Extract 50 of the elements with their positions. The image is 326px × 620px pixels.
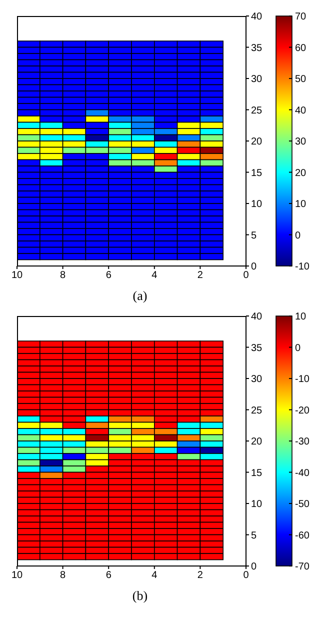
x-tick-label: 2 [197, 270, 204, 282]
y-tick-label: 35 [251, 42, 263, 54]
color-bar-label: -30 [295, 436, 310, 448]
y-tick-label: 40 [251, 12, 263, 23]
x-tick-label: 4 [152, 570, 158, 582]
y-tick-label: 40 [251, 312, 263, 323]
x-tick-label: 8 [60, 270, 66, 282]
y-tick-label: 25 [251, 405, 263, 416]
y-tick-label: 15 [251, 468, 263, 479]
text: (b) [131, 588, 149, 604]
x-tick-label: 6 [106, 270, 112, 282]
y-tick-label: 30 [251, 74, 263, 86]
y-tick-label: 5 [251, 230, 257, 242]
y-tick-label: 30 [251, 374, 263, 386]
y-tick-label: 20 [251, 136, 263, 148]
color-bar-label: 20 [295, 168, 307, 179]
y-tick-label: 0 [251, 562, 257, 573]
color-bar-label: 50 [295, 74, 307, 85]
x-tick-label: 0 [243, 570, 250, 582]
y-tick-label: 10 [251, 499, 263, 510]
x-tick-label: 8 [60, 570, 66, 582]
color-bar-label: -20 [295, 405, 310, 416]
color-bar-label: 0 [295, 342, 301, 354]
color-bar-label: 0 [295, 230, 301, 242]
color-bar-label: 60 [295, 42, 307, 54]
color-bar-label: 10 [295, 312, 307, 322]
y-tick-label: 5 [251, 530, 257, 542]
color-bar-label: -10 [295, 374, 310, 385]
x-tick-label: 6 [106, 570, 112, 582]
y-tick-label: 15 [251, 168, 263, 179]
y-tick-label: 35 [251, 342, 263, 354]
color-bar-label: 70 [295, 12, 307, 22]
y-tick-label: 20 [251, 436, 263, 448]
color-bar-label: -60 [295, 530, 310, 542]
y-tick-label: 0 [251, 262, 257, 273]
color-bar-label: -70 [295, 562, 310, 572]
color-bar-label: 40 [295, 105, 307, 116]
y-tick-label: 10 [251, 199, 263, 210]
color-bar-label: 10 [295, 199, 307, 210]
y-tick-label: 25 [251, 105, 263, 116]
color-bar-label: -10 [295, 262, 310, 272]
x-tick-label: 4 [152, 270, 158, 282]
color-bar-label: -40 [295, 468, 310, 479]
x-tick-label: 0 [243, 270, 250, 282]
x-tick-label: 10 [11, 270, 23, 282]
x-tick-label: 2 [197, 570, 204, 582]
x-tick-label: 10 [11, 570, 23, 582]
color-bar-label: -50 [295, 499, 310, 510]
color-bar-label: 30 [295, 136, 307, 148]
text: (a) [132, 288, 148, 304]
